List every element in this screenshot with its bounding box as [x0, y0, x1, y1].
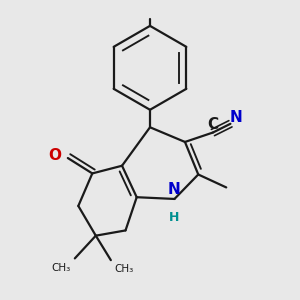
Text: H: H — [169, 211, 180, 224]
Text: N: N — [229, 110, 242, 125]
Text: N: N — [168, 182, 181, 197]
Text: C: C — [207, 117, 218, 132]
Text: CH₃: CH₃ — [114, 264, 134, 274]
Text: O: O — [48, 148, 61, 163]
Text: CH₃: CH₃ — [51, 262, 70, 273]
